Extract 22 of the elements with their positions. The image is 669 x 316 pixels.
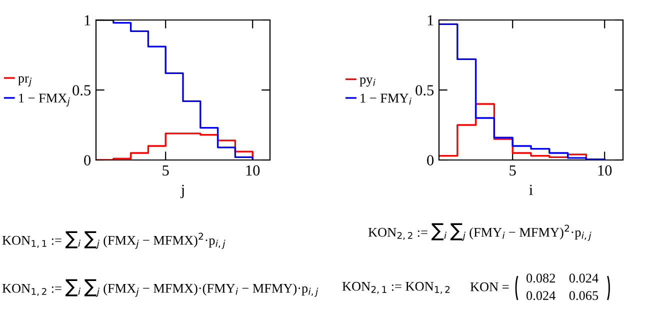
text: KON$_{1,1}$ := ∑$_{i}$ ∑$_{j}$ (FMX$_{j}$ − MFMX)$^{2}$·p$_{i,j}$: [2, 231, 226, 249]
text: KON$_{2,1}$ := KON$_{1,2}$: [342, 282, 450, 294]
text: 0.082 0.024 0.024 0.065: [526, 274, 598, 300]
x-axis-title: j: [180, 184, 184, 198]
legend-label: py$_{i}$: [360, 78, 376, 87]
text: KON =: [470, 282, 509, 292]
y-tick-label: 0.5: [416, 85, 434, 96]
legend-label: pr$_{j}$: [18, 76, 32, 87]
y-tick-label: 1: [428, 15, 434, 26]
legend-label: 1 − FMY$_{i}$: [360, 94, 412, 105]
y-tick-label: 0: [84, 155, 91, 166]
text: KON$_{1,2}$ := ∑$_{i}$ ∑$_{j}$ (FMX$_{j}$ − MFMX)·(FMY$_{i}$ − MFMY)·p$_{i,j}$: [2, 279, 318, 297]
legend-label: 1 − FMX$_{j}$: [19, 94, 70, 106]
x-tick-label: 10: [598, 165, 612, 176]
x-tick-label: 5: [162, 165, 169, 176]
x-tick-label: 5: [510, 165, 516, 176]
y-tick-label: 0.5: [72, 85, 91, 96]
text: KON$_{2,2}$ := ∑$_{i}$ ∑$_{j}$ (FMY$_{i}$ − MFMY)$^{2}$·p$_{i,j}$: [368, 223, 592, 241]
x-tick-label: 10: [246, 165, 260, 176]
x-axis-title: i: [529, 184, 533, 195]
y-tick-label: 1: [84, 15, 90, 26]
y-tick-label: 0: [427, 155, 434, 166]
